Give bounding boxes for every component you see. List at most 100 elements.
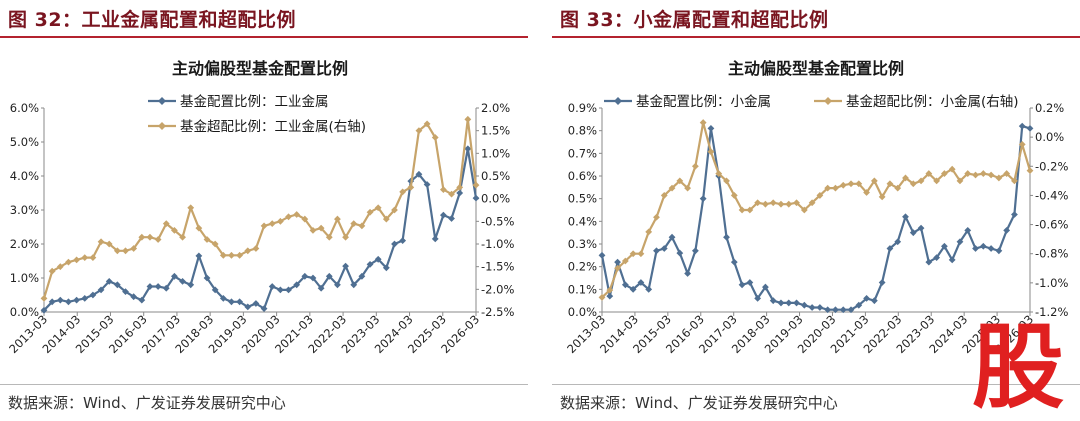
series-1-point (179, 233, 186, 241)
series-0-point (439, 211, 447, 219)
series-1-point (448, 190, 455, 198)
series-1-point (855, 180, 863, 188)
series-1-point (637, 250, 645, 258)
series-line-0 (600, 124, 1031, 311)
legend-label-1: 基金超配比例：小金属(右轴) (846, 93, 1019, 110)
series-1-point (260, 222, 268, 230)
series-0-point (894, 238, 902, 246)
series-0-point (878, 279, 886, 286)
legend-marker-1 (824, 97, 832, 105)
series-1-point (130, 245, 138, 252)
series-0-point (645, 285, 653, 293)
series-0-point (808, 304, 816, 311)
y-left-tick-label: 2.0% (10, 237, 39, 251)
series-1-point (746, 206, 754, 214)
series-line-1 (42, 118, 478, 299)
series-1-point (629, 250, 637, 258)
series-1-point (195, 224, 203, 232)
series-1-point (325, 233, 333, 241)
series-1-point (723, 177, 730, 185)
series-0-point (948, 256, 956, 264)
series-0-point (707, 125, 715, 132)
series-1-point (816, 192, 824, 199)
series-1-point (972, 171, 979, 179)
series-1-point (342, 233, 349, 241)
series-1-point (301, 215, 309, 223)
y-left-tick-label: 3.0% (10, 203, 39, 217)
series-1-point (113, 247, 121, 255)
y-right-tick-label: -1.0% (481, 237, 514, 251)
series-1-point (754, 199, 762, 207)
series-0-point (301, 272, 309, 280)
series-1-point (863, 189, 870, 196)
y-left-tick-label: 0.4% (568, 214, 597, 228)
series-1-point (228, 251, 235, 259)
series-1-point (236, 251, 244, 259)
series-1-point (676, 177, 684, 185)
series-1-point (268, 220, 276, 227)
figure-33-source: 数据来源：Wind、广发证券发展研究中心 (560, 394, 838, 412)
series-0-point (81, 295, 89, 302)
series-0-point (995, 247, 1003, 255)
figure-33-title: 图 33：小金属配置和超配比例 (560, 9, 829, 31)
series-1-point (350, 220, 358, 227)
series-1-point (668, 184, 676, 192)
y-right-tick-label: 0.2% (1035, 101, 1064, 115)
legend-label-0: 基金配置比例：工业金属 (180, 93, 329, 110)
y-left-tick-label: 0.0% (10, 305, 39, 319)
series-0-point (374, 255, 382, 263)
series-0-point (40, 306, 48, 314)
series-1-point (366, 208, 374, 216)
series-0-point (863, 295, 870, 302)
series-1-point (154, 236, 162, 243)
series-0-point (219, 295, 227, 302)
series-1-point (81, 254, 89, 261)
series-1-point (456, 183, 464, 191)
series-0-point (105, 278, 113, 285)
series-0-point (162, 284, 170, 292)
series-0-point (723, 233, 730, 241)
series-0-point (793, 299, 800, 307)
legend-marker-0 (614, 97, 622, 105)
series-0-point (886, 245, 894, 252)
series-0-point (423, 181, 431, 188)
series-1-point (777, 200, 785, 208)
series-1-point (439, 186, 447, 193)
series-1-point (187, 204, 195, 212)
series-1-point (97, 238, 105, 246)
series-0-point (65, 298, 72, 306)
series-0-point (358, 272, 366, 280)
y-left-tick-label: 6.0% (10, 101, 39, 115)
series-0-point (154, 283, 162, 290)
series-0-point (342, 262, 349, 270)
series-0-point (660, 245, 668, 252)
series-1-point (839, 181, 847, 189)
series-0-point (816, 304, 824, 311)
series-0-point (987, 245, 995, 252)
series-0-point (456, 189, 464, 197)
series-1-point (219, 251, 227, 259)
series-0-point (236, 298, 244, 306)
y-left-tick-label: 0.5% (568, 192, 597, 206)
series-0-point (97, 286, 105, 294)
series-0-point (964, 227, 972, 234)
series-1-point (598, 294, 606, 301)
legend-marker-0 (158, 97, 166, 105)
series-0-point (1026, 125, 1034, 132)
series-0-point (415, 170, 423, 178)
y-left-tick-label: 0.2% (568, 260, 597, 274)
series-1-point (382, 215, 390, 223)
series-0-point (870, 297, 878, 305)
series-0-point (73, 296, 81, 304)
series-1-point (660, 192, 668, 199)
series-1-point (886, 180, 894, 188)
series-0-point (448, 215, 455, 222)
series-0-point (800, 301, 808, 309)
series-0-point (598, 251, 606, 259)
y-left-tick-label: 0.0% (568, 305, 597, 319)
y-right-tick-label: -1.5% (481, 260, 514, 274)
figure-32-panel: 图 32：工业金属配置和超配比例 主动偏股型基金配置比例 0.0% 1.0% 2.0%… (0, 0, 528, 419)
series-0-point (195, 252, 203, 260)
series-1-point (293, 211, 301, 218)
series-1-point (423, 120, 431, 128)
